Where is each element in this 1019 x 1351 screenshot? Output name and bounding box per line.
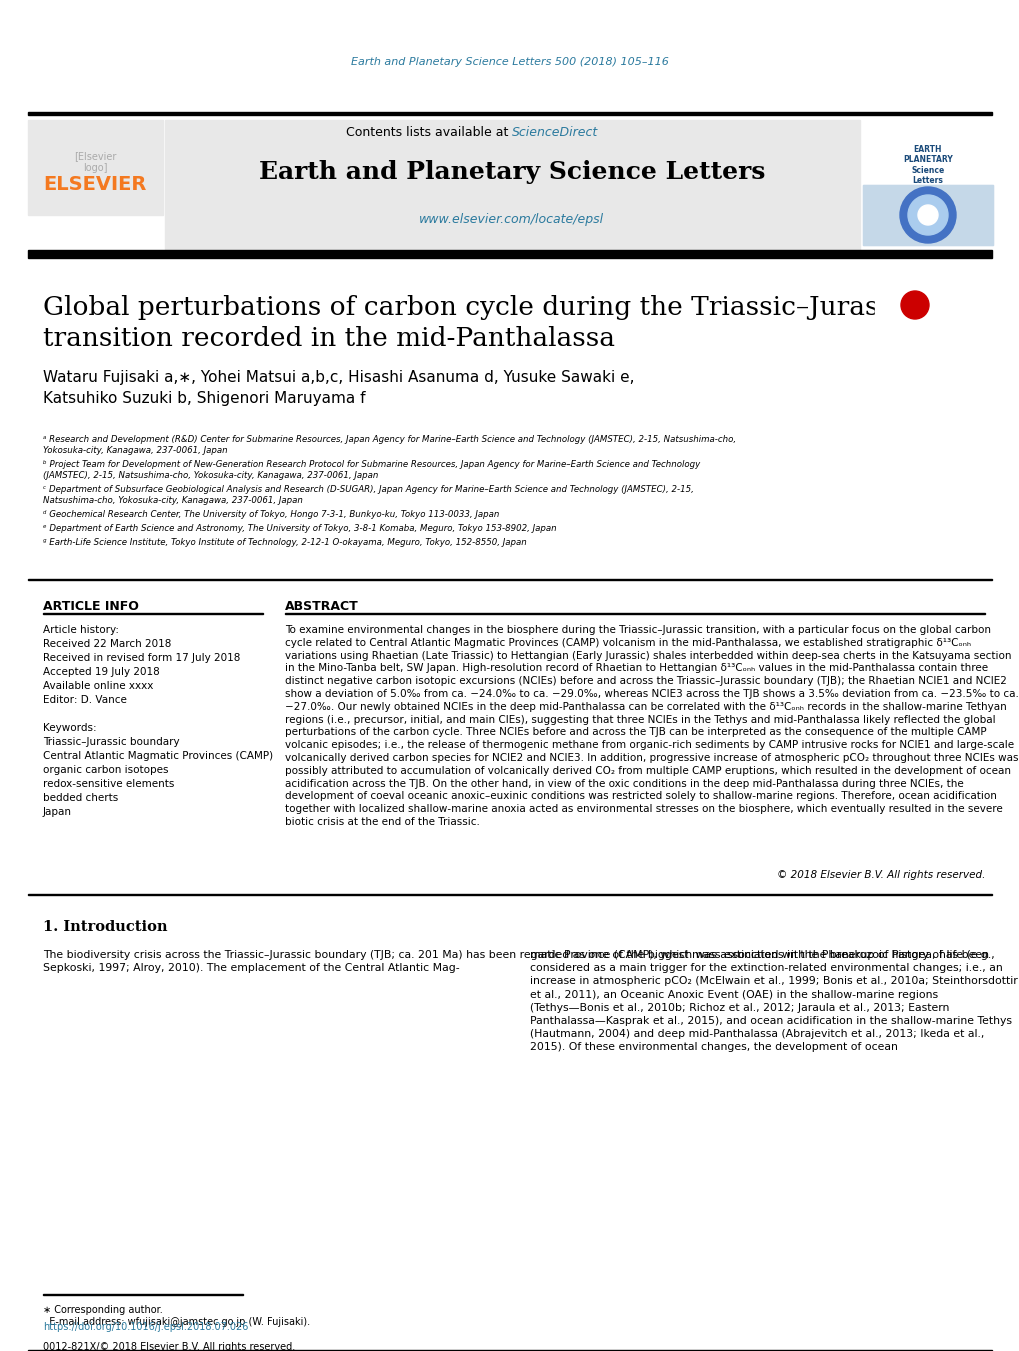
Text: Article history:
Received 22 March 2018
Received in revised form 17 July 2018
Ac: Article history: Received 22 March 2018 … — [43, 626, 273, 817]
Text: ᵈ Geochemical Research Center, The University of Tokyo, Hongo 7-3-1, Bunkyo-ku, : ᵈ Geochemical Research Center, The Unive… — [43, 509, 499, 519]
Text: © 2018 Elsevier B.V. All rights reserved.: © 2018 Elsevier B.V. All rights reserved… — [775, 870, 984, 880]
Text: ∗ Corresponding author.
  E-mail address: wfujisaki@jamstec.go.jp (W. Fujisaki).: ∗ Corresponding author. E-mail address: … — [43, 1305, 310, 1327]
Text: Wataru Fujisaki a,∗, Yohei Matsui a,b,c, Hisashi Asanuma d, Yusuke Sawaki e,
Kat: Wataru Fujisaki a,∗, Yohei Matsui a,b,c,… — [43, 370, 634, 407]
Text: ELSEVIER: ELSEVIER — [43, 176, 147, 195]
Bar — [28, 112, 991, 115]
Bar — [874, 270, 954, 340]
Bar — [28, 578, 991, 580]
Text: ᵃ Research and Development (R&D) Center for Submarine Resources, Japan Agency fo: ᵃ Research and Development (R&D) Center … — [43, 435, 736, 455]
Text: Contents lists available at: Contents lists available at — [345, 126, 512, 139]
Text: Earth and Planetary Science Letters: Earth and Planetary Science Letters — [259, 159, 764, 184]
Text: ᵉ Department of Earth Science and Astronomy, The University of Tokyo, 3-8-1 Koma: ᵉ Department of Earth Science and Astron… — [43, 524, 556, 534]
Circle shape — [900, 290, 928, 319]
Text: [Elsevier
logo]: [Elsevier logo] — [73, 151, 116, 173]
Bar — [28, 120, 163, 215]
Text: ᶜ Department of Subsurface Geobiological Analysis and Research (D-SUGAR), Japan : ᶜ Department of Subsurface Geobiological… — [43, 485, 693, 505]
Bar — [28, 250, 991, 258]
Text: matic Province (CAMP), which was associated with the breakup of Pangea, has been: matic Province (CAMP), which was associa… — [530, 950, 1017, 1052]
Text: https://doi.org/10.1016/j.epsl.2018.07.026: https://doi.org/10.1016/j.epsl.2018.07.0… — [43, 1323, 249, 1332]
Text: The biodiversity crisis across the Triassic–Jurassic boundary (TJB; ca. 201 Ma) : The biodiversity crisis across the Trias… — [43, 950, 994, 973]
Text: www.elsevier.com/locate/epsl: www.elsevier.com/locate/epsl — [419, 213, 604, 227]
Text: ᵇ Project Team for Development of New-Generation Research Protocol for Submarine: ᵇ Project Team for Development of New-Ge… — [43, 459, 700, 480]
Bar — [862, 120, 993, 250]
Text: ᵍ Earth-Life Science Institute, Tokyo Institute of Technology, 2-12-1 O-okayama,: ᵍ Earth-Life Science Institute, Tokyo In… — [43, 538, 526, 547]
Text: 1. Introduction: 1. Introduction — [43, 920, 167, 934]
Text: To examine environmental changes in the biosphere during the Triassic–Jurassic t: To examine environmental changes in the … — [284, 626, 1018, 827]
Text: ARTICLE INFO: ARTICLE INFO — [43, 600, 139, 613]
Circle shape — [907, 195, 947, 235]
Circle shape — [917, 205, 937, 226]
Bar — [165, 120, 859, 250]
Bar — [862, 185, 993, 245]
Circle shape — [899, 186, 955, 243]
Text: 0012-821X/© 2018 Elsevier B.V. All rights reserved.: 0012-821X/© 2018 Elsevier B.V. All right… — [43, 1342, 294, 1351]
Text: ScienceDirect: ScienceDirect — [512, 126, 598, 139]
Text: ABSTRACT: ABSTRACT — [284, 600, 359, 613]
Text: Global perturbations of carbon cycle during the Triassic–Jurassic
transition rec: Global perturbations of carbon cycle dur… — [43, 295, 914, 351]
Text: EARTH
PLANETARY
Science
Letters: EARTH PLANETARY Science Letters — [902, 145, 952, 185]
Text: Check for
updates: Check for updates — [896, 315, 932, 335]
Bar — [862, 185, 993, 245]
Bar — [28, 893, 991, 894]
Bar — [28, 120, 163, 245]
Bar — [28, 1350, 991, 1351]
Text: Earth and Planetary Science Letters 500 (2018) 105–116: Earth and Planetary Science Letters 500 … — [351, 57, 668, 68]
